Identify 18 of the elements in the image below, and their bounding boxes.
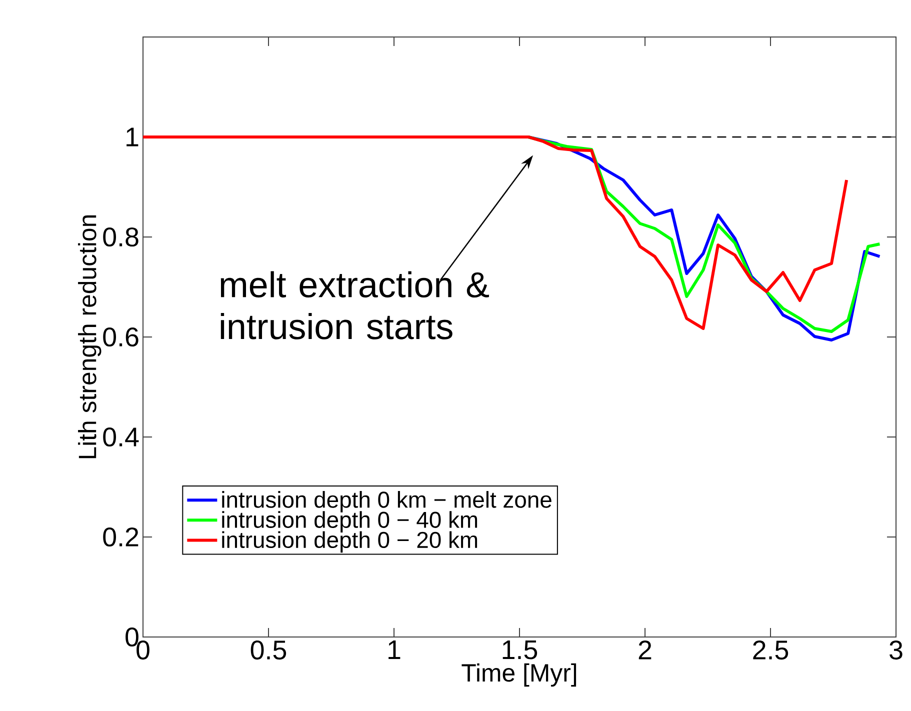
y-axis-title: Lith strength reduction (78, 215, 102, 458)
x-axis-title: Time [Myr] (462, 663, 576, 687)
y-tick-label: 0.8 (103, 227, 138, 247)
y-tick-label: 0.2 (103, 527, 138, 547)
y-tick-label: 0.4 (103, 427, 139, 447)
legend-label: intrusion depth 0 − 20 km (222, 531, 478, 553)
legend-label: intrusion depth 0 km − melt zone (222, 491, 552, 512)
x-tick-label: 0.5 (250, 640, 286, 660)
y-tick-label: 0 (126, 627, 138, 647)
y-tick-label: 0.6 (103, 327, 138, 347)
x-tick-label: 2.5 (753, 640, 788, 660)
x-tick-label: 3 (890, 640, 902, 660)
legend-label: intrusion depth 0 − 40 km (222, 511, 478, 532)
x-tick-label: 1 (388, 640, 400, 660)
annotation: melt extraction & intrusion starts (220, 271, 489, 340)
x-tick-label: 1.5 (502, 640, 538, 660)
x-tick-label: 2 (638, 640, 652, 660)
y-tick-label: 1 (126, 128, 138, 146)
